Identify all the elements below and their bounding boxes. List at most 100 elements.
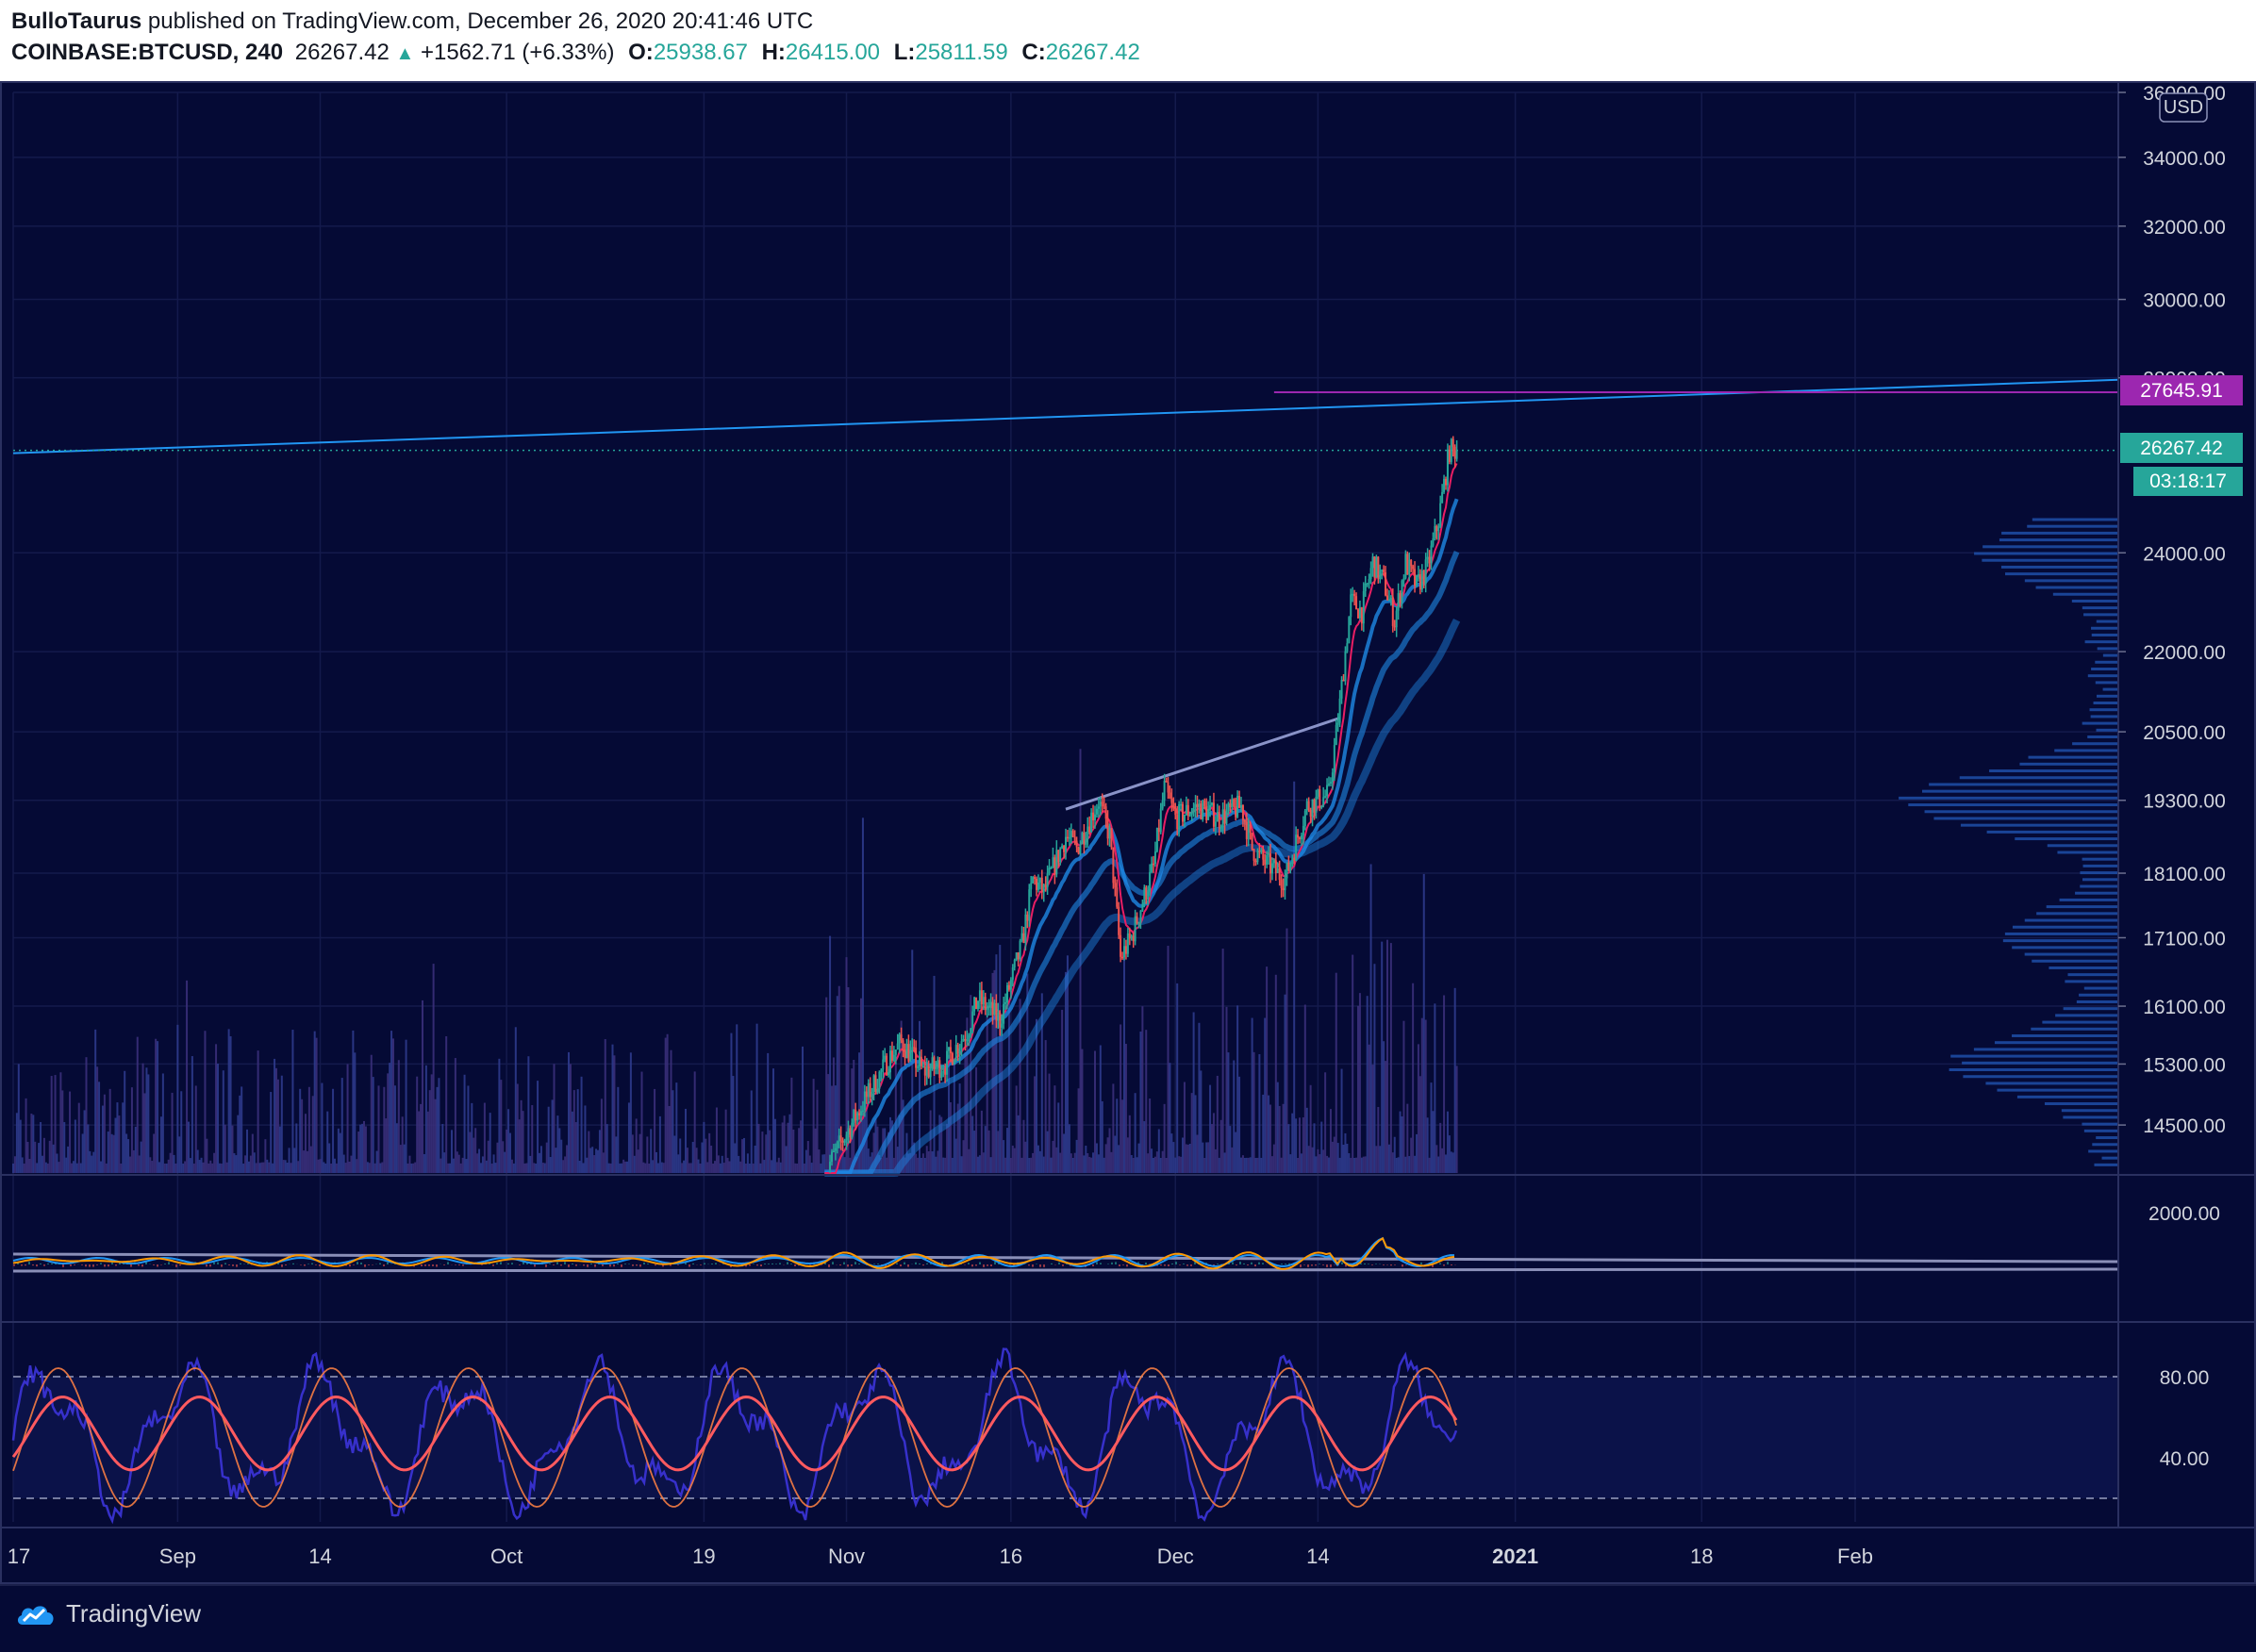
candle-body	[862, 1111, 864, 1113]
volume-bar	[1102, 1101, 1103, 1173]
volume-bar	[1334, 1137, 1335, 1173]
volume-bar	[700, 1164, 702, 1173]
macd-histogram-bar	[677, 1264, 679, 1265]
candle-body	[1041, 878, 1043, 892]
volume-bar	[1024, 1142, 1026, 1173]
volume-bar	[425, 1066, 427, 1173]
macd-histogram-bar	[100, 1263, 102, 1264]
candle-body	[997, 1013, 999, 1021]
volume-bar	[149, 1157, 151, 1173]
volume-bar	[1414, 1156, 1416, 1173]
volume-profile-bar	[2063, 1115, 2118, 1118]
macd-histogram-bar	[108, 1264, 109, 1266]
volume-bar	[464, 1075, 466, 1173]
volume-profile-bar	[2077, 1000, 2118, 1003]
volume-bar	[1215, 1149, 1217, 1173]
volume-bar	[511, 1160, 513, 1173]
volume-bar	[230, 1036, 232, 1173]
candle-body	[992, 1002, 994, 1016]
volume-bar	[108, 1132, 109, 1173]
drawing-lines[interactable]	[13, 380, 2118, 809]
volume-bar	[1217, 1076, 1219, 1173]
volume-bar	[209, 1161, 211, 1173]
volume-bar	[1174, 1158, 1176, 1173]
volume-bar	[519, 1119, 521, 1173]
candle-body	[1074, 836, 1076, 840]
volume-bar	[1139, 1032, 1141, 1173]
price-tick-label: 16100.00	[2143, 997, 2226, 1018]
volume-profile-bar	[2082, 858, 2118, 861]
volume-bar	[944, 1158, 946, 1173]
volume-bar	[548, 1107, 550, 1173]
price-axis[interactable]: 14500.0015300.0016100.0017100.0018100.00…	[2118, 83, 2243, 1137]
candle-body	[961, 1041, 963, 1049]
volume-profile-bar	[2096, 1136, 2118, 1139]
volume-bar	[233, 1153, 235, 1173]
volume-bar	[550, 1157, 552, 1173]
open-value: 25938.67	[654, 40, 748, 65]
candle-body	[1112, 848, 1114, 884]
candle-body	[1287, 863, 1289, 870]
volume-bar	[1178, 1156, 1180, 1173]
volume-bar	[363, 1121, 365, 1173]
author-name[interactable]: BulloTaurus	[11, 8, 141, 34]
candle-body	[975, 998, 977, 1009]
volume-bar	[650, 1129, 652, 1173]
tradingview-logo[interactable]: TradingView	[15, 1599, 201, 1628]
volume-bar	[279, 1127, 281, 1173]
candle-body	[983, 997, 985, 1004]
macd-histogram-bar	[760, 1264, 762, 1266]
candle-body	[1024, 915, 1026, 943]
volume-bar	[76, 1164, 78, 1173]
macd-pane[interactable]: 2000.00	[13, 1203, 2220, 1271]
volume-bar	[1182, 1137, 1184, 1173]
volume-bar	[1036, 1019, 1037, 1173]
volume-profile-bar	[2075, 892, 2118, 895]
volume-bar	[61, 1090, 63, 1173]
candle-body	[856, 1113, 858, 1120]
volume-bar	[921, 1158, 922, 1173]
volume-bar	[988, 1131, 990, 1173]
candle-body	[873, 1075, 875, 1092]
volume-bar	[1001, 1030, 1003, 1173]
volume-bar	[410, 1164, 412, 1173]
volume-bar	[1180, 1157, 1182, 1173]
candle-body	[1452, 439, 1454, 447]
candle-body	[846, 1134, 848, 1140]
volume-bar	[1381, 942, 1383, 1173]
volume-bar	[379, 1164, 381, 1173]
volume-bar	[390, 1031, 392, 1173]
volume-bar	[644, 1164, 646, 1173]
macd-histogram-bar	[1405, 1264, 1407, 1265]
volume-bar	[589, 1148, 591, 1173]
volume-profile-bar	[1987, 831, 2118, 834]
candle-body	[833, 1151, 835, 1153]
volume-bar	[1283, 1104, 1285, 1173]
candle-body	[1109, 828, 1111, 838]
candle-body	[835, 1148, 837, 1151]
volume-bar	[385, 1118, 387, 1173]
macd-histogram-bar	[587, 1264, 589, 1267]
volume-bar	[1226, 1007, 1228, 1173]
volume-profile-bar	[2025, 953, 2118, 956]
candle-body	[1120, 935, 1121, 957]
volume-bar	[747, 1153, 749, 1173]
macd-histogram-bar	[436, 1264, 438, 1267]
volume-bar	[1072, 1158, 1074, 1173]
volume-bar	[141, 1142, 142, 1173]
volume-profile-bar	[2097, 620, 2118, 623]
volume-profile-bar	[1963, 1075, 2118, 1078]
candle-body	[1370, 568, 1372, 579]
volume-bar	[57, 1153, 58, 1173]
volume-profile-bar	[1962, 1062, 2118, 1065]
volume-bar	[180, 1091, 182, 1173]
volume-bar	[168, 1160, 170, 1173]
volume-bar	[289, 1148, 290, 1173]
time-axis-label: 14	[1306, 1545, 1329, 1568]
volume-bar	[340, 1133, 341, 1173]
volume-bar	[219, 1164, 221, 1173]
